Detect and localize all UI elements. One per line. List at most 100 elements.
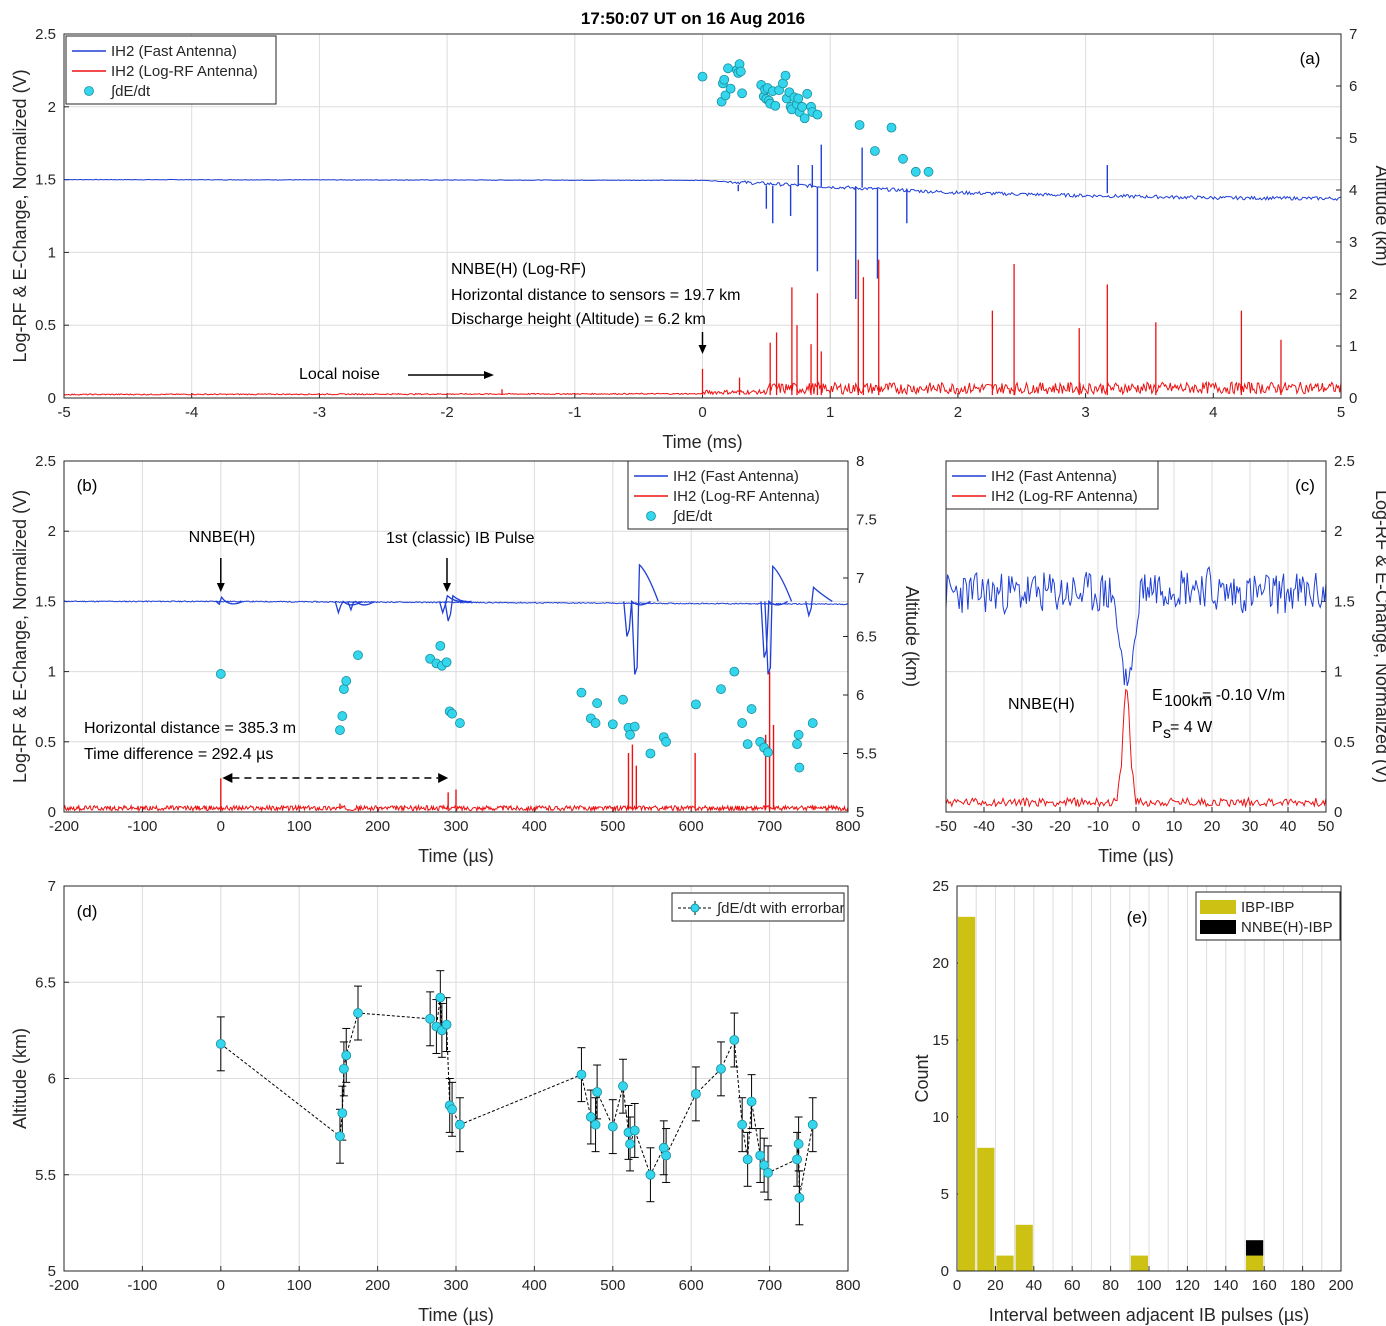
y-axis-label: Log-RF & E-Change, Normalized (V) — [10, 490, 30, 783]
legend-label: ∫dE/dt — [110, 83, 151, 100]
x-tick-label: -30 — [1011, 818, 1033, 835]
annotation-p-subscript: s — [1163, 725, 1171, 742]
altitude-point — [607, 719, 618, 730]
legend-label: ∫dE/dt with errorbar — [716, 900, 845, 917]
annotation-arrowhead — [222, 773, 233, 783]
x-tick-label: -200 — [49, 818, 79, 835]
altitude-point — [447, 708, 457, 719]
y-tick-label: 1 — [48, 664, 56, 681]
altitude-point — [618, 1081, 628, 1092]
altitude-point — [854, 120, 865, 130]
altitude-point — [910, 166, 921, 177]
fast-antenna-trace — [63, 600, 848, 606]
y2-axis-label: Altitude (km) — [902, 586, 922, 687]
altitude-point — [737, 88, 747, 99]
bar-ibp-ibp — [977, 1147, 995, 1271]
altitude-point — [799, 113, 810, 124]
fast-antenna-pulse — [623, 600, 651, 637]
altitude-point — [341, 676, 352, 686]
figure-title: 17:50:07 UT on 16 Aug 2016 — [581, 9, 805, 28]
x-tick-label: 30 — [1242, 818, 1259, 835]
x-tick-label: 160 — [1252, 1277, 1277, 1294]
y2-tick-label: 6 — [856, 687, 864, 704]
altitude-point — [812, 109, 823, 120]
legend-box — [945, 460, 1159, 510]
x-tick-label: 100 — [287, 1277, 312, 1294]
altitude-point — [629, 721, 640, 732]
panel-b: -200 -100 0 100 200 300 400 500 600 700 800 0 0.5 1 1.… — [10, 453, 922, 866]
annotation-first-ib-pulse: 1st (classic) IB Pulse — [386, 530, 535, 547]
axes-box — [956, 885, 1342, 1272]
x-tick-label: 600 — [679, 1277, 704, 1294]
x-tick-label: 1 — [826, 404, 834, 421]
altitude-point — [770, 100, 781, 111]
bar-ibp-ibp — [1246, 1255, 1264, 1271]
y-tick-label: 5 — [941, 1186, 949, 1203]
panel-label: (c) — [1295, 476, 1315, 495]
x-tick-label: -3 — [313, 404, 326, 421]
y-tick-label: 5 — [48, 1263, 56, 1280]
panel-label: (d) — [77, 902, 98, 921]
x-tick-label: 40 — [1025, 1277, 1042, 1294]
altitude-point — [793, 729, 804, 740]
panel-c: -50 -40 -30 -20 -10 0 10 20 30 40 5000.511.522.5Lo… — [935, 453, 1386, 866]
y-tick-label: 0.5 — [35, 317, 56, 334]
legend-label: IBP-IBP — [1241, 899, 1294, 916]
altitude-point — [780, 70, 791, 81]
altitude-point — [625, 1139, 635, 1149]
altitude-point — [746, 1096, 757, 1107]
bar-ibp-ibp — [958, 916, 976, 1271]
legend-box — [627, 460, 849, 530]
x-tick-label: 300 — [443, 818, 468, 835]
y2-tick-label: 7 — [1349, 26, 1357, 43]
annotation-arrowhead — [443, 583, 451, 592]
legend-box — [671, 892, 845, 922]
altitude-point — [755, 1150, 766, 1161]
panel-label: (b) — [77, 476, 98, 495]
altitude-point — [737, 1119, 748, 1130]
annotation-arrowhead — [484, 371, 494, 379]
legend-swatch — [646, 511, 656, 521]
altitude-point — [729, 666, 740, 677]
x-tick-label: 60 — [1064, 1277, 1081, 1294]
altitude-point — [215, 1038, 226, 1049]
x-axis-label: Time (ms) — [662, 432, 742, 452]
y-tick-label: 2 — [1334, 523, 1342, 540]
altitude-point — [341, 1050, 352, 1061]
altitude-point — [792, 1154, 802, 1165]
annotation-horizontal-distance: Horizontal distance = 385.3 m — [84, 720, 296, 737]
fast-antenna-pulse — [805, 586, 833, 618]
x-tick-label: 0 — [698, 404, 706, 421]
x-tick-label: 4 — [1209, 404, 1217, 421]
fast-antenna-pulse — [444, 594, 472, 622]
fast-antenna-pulse — [630, 563, 659, 675]
x-tick-label: -1 — [568, 404, 581, 421]
altitude-point — [691, 1089, 701, 1099]
x-tick-label: -2 — [440, 404, 453, 421]
altitude-point — [337, 711, 348, 721]
annotation-e-symbol: E — [1152, 687, 1163, 704]
altitude-point — [802, 88, 813, 99]
altitude-point — [629, 1125, 640, 1136]
x-tick-label: 100 — [287, 818, 312, 835]
y-axis-label: Count — [912, 1054, 932, 1102]
y-axis-label: Log-RF & E-Change, Normalized (V) — [10, 69, 30, 362]
y2-tick-label: 3 — [1349, 234, 1357, 251]
altitude-point — [793, 93, 804, 104]
altitude-point — [337, 1108, 348, 1119]
altitude-point — [763, 747, 773, 758]
altitude-point — [576, 687, 587, 698]
bar-ibp-ibp — [996, 1255, 1014, 1271]
annotation-height: Discharge height (Altitude) = 6.2 km — [451, 311, 706, 328]
y-tick-label: 2 — [48, 523, 56, 540]
axes-box — [63, 460, 849, 813]
altitude-point — [441, 657, 452, 668]
altitude-point — [661, 1150, 672, 1161]
altitude-point — [338, 1063, 349, 1074]
legend-swatch — [690, 903, 700, 913]
x-tick-label: 50 — [1318, 818, 1335, 835]
legend-label: ∫dE/dt — [672, 508, 713, 525]
legend-swatch — [1200, 900, 1236, 914]
x-axis-label: Interval between adjacent IB pulses (µs) — [989, 1305, 1310, 1325]
y-tick-label: 2.5 — [1334, 453, 1355, 470]
